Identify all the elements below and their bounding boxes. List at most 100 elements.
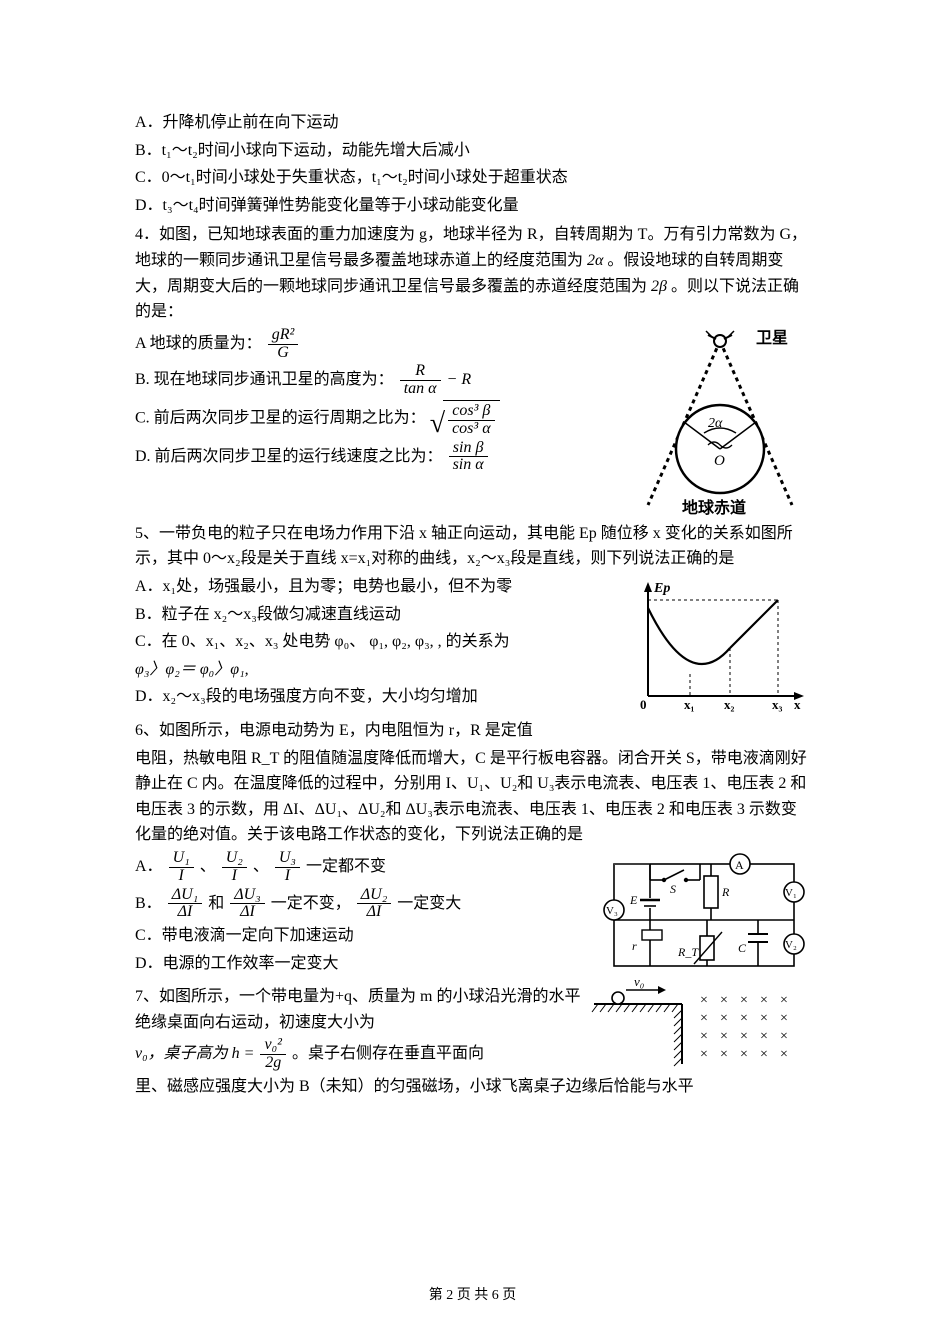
q3-opt-b: B．t₁～t₂时间小球向下运动，动能先增大后减小 (135, 138, 810, 164)
frac-num: ΔU₂ (357, 887, 392, 905)
frac-u3-i: U₃ I (275, 850, 300, 885)
frac-num: U₃ (275, 850, 300, 868)
q4-alpha: 2α (587, 252, 603, 269)
q7-figure: v₀ ××××× ××××× ××××× ××××× (590, 980, 810, 1070)
frac-du2-di: ΔU₂ ΔI (357, 887, 392, 922)
frac-den: sin α (449, 457, 488, 474)
q6-opt-d: D．电源的工作效率一定变大 (135, 951, 600, 977)
q7-stem2-pre: v₀，桌子高为 (135, 1045, 232, 1062)
sqrt-body: cos³ β cos³ α (443, 400, 500, 438)
frac-u1-i: U₁ I (169, 850, 194, 885)
fig-label-a: A (735, 858, 744, 872)
svg-text:×: × (700, 993, 708, 1008)
frac-den: tan α (400, 381, 441, 398)
q4-opt-b: B. 现在地球同步通讯卫星的高度为： R tan α − R (135, 363, 630, 398)
q5-opt-c-rel: φ₃〉φ₂＝ φ₀〉φ₁, (135, 657, 630, 683)
q5-options: A．x₁处，场强最小，且为零；电势也最小，但不为零 B．粒子在 x₂～x₃段做匀… (135, 574, 630, 712)
q5-figure: Ep 0 x₁ x₂ x₃ x (630, 574, 810, 714)
q7-stem2: v₀，桌子高为 h = v₀² 2g 。桌子右侧存在垂直平面向 (135, 1037, 590, 1072)
q7-stem2-eq: h = (232, 1045, 259, 1062)
q4-opt-a: A 地球的质量为： gR² G (135, 327, 630, 362)
fig-label-r-res: R (721, 885, 730, 899)
page-footer: 第 2 页 共 6 页 (0, 1285, 945, 1307)
q6-opt-b: B． ΔU₁ ΔI 和 ΔU₃ ΔI 一定不变， ΔU₂ ΔI 一定变大 (135, 887, 600, 922)
fig-label-satellite: 卫星 (756, 329, 788, 347)
q5-opt-a: A．x₁处，场强最小，且为零；电势也最小，但不为零 (135, 574, 630, 600)
frac-u2-i: U₂ I (222, 850, 247, 885)
frac-num: U₁ (169, 850, 194, 868)
fig-label-o: O (714, 453, 725, 469)
q4-options: A 地球的质量为： gR² G B. 现在地球同步通讯卫星的高度为： R tan… (135, 327, 630, 476)
q3-opt-c: C．0～t₁时间小球处于失重状态，t₁～t₂时间小球处于超重状态 (135, 165, 810, 191)
q7-stem1: 7、如图所示，一个带电量为+q、质量为 m 的小球沿光滑的水平绝缘桌面向右运动，… (135, 984, 590, 1035)
ep-x-graph: Ep 0 x₁ x₂ x₃ x (630, 574, 810, 714)
frac-den: I (222, 868, 247, 885)
svg-text:×: × (760, 1047, 768, 1062)
q7-stem3: 里、磁感应强度大小为 B（未知）的匀强磁场，小球飞离桌子边缘后恰能与水平 (135, 1074, 810, 1100)
q4-opt-c: C. 前后两次同步卫星的运行周期之比为： √ cos³ β cos³ α (135, 400, 630, 438)
fig-label-0: 0 (640, 697, 647, 712)
q4-opt-c-frac: cos³ β cos³ α (448, 403, 495, 438)
fig-label-equator: 地球赤道 (682, 498, 746, 517)
svg-text:×: × (780, 1011, 788, 1026)
q7-row: 7、如图所示，一个带电量为+q、质量为 m 的小球沿光滑的水平绝缘桌面向右运动，… (135, 980, 810, 1074)
fig-label-angle: 2α (708, 416, 723, 431)
q6-options: A． U₁ I 、 U₂ I 、 U₃ I 一定都不变 B． (135, 850, 600, 978)
q6-stem2: 电阻，热敏电阻 R_T 的阻值随温度降低而增大，C 是平行板电容器。闭合开关 S… (135, 746, 810, 848)
frac-num: v₀² (260, 1037, 285, 1055)
svg-text:×: × (720, 993, 728, 1008)
svg-text:×: × (700, 1029, 708, 1044)
frac-du3-di: ΔU₃ ΔI (230, 887, 265, 922)
frac-den: I (169, 868, 194, 885)
q7-text: 7、如图所示，一个带电量为+q、质量为 m 的小球沿光滑的水平绝缘桌面向右运动，… (135, 980, 590, 1074)
q4-row: A 地球的质量为： gR² G B. 现在地球同步通讯卫星的高度为： R tan… (135, 327, 810, 517)
svg-text:×: × (720, 1029, 728, 1044)
svg-text:×: × (780, 993, 788, 1008)
q7-stem2-post: 。桌子右侧存在垂直平面向 (292, 1045, 484, 1062)
table-bfield-diagram: v₀ ××××× ××××× ××××× ××××× (590, 980, 810, 1070)
svg-text:×: × (700, 1011, 708, 1026)
q5-opt-c-pre: C．在 0、x₁、x₂、x₃ 处电势 φ₀、 φ₁, φ₂, φ₃, , 的关系… (135, 629, 630, 655)
q6-opt-b-pre: B． (135, 894, 162, 911)
frac-num: R (400, 363, 441, 381)
q6-row: A． U₁ I 、 U₂ I 、 U₃ I 一定都不变 B． (135, 850, 810, 980)
fig-label-x2: x₂ (724, 697, 735, 712)
q5-opt-d: D．x₂～x₃段的电场强度方向不变，大小均匀增加 (135, 684, 630, 710)
frac-num: ΔU₁ (168, 887, 203, 905)
frac-num: sin β (449, 440, 488, 458)
q4-stem: 4．如图，已知地球表面的重力加速度为 g，地球半径为 R，自转周期为 T。万有引… (135, 222, 810, 324)
svg-text:×: × (740, 1011, 748, 1026)
sqrt-wrap: √ cos³ β cos³ α (430, 400, 500, 438)
frac-num: U₂ (222, 850, 247, 868)
sep-b1: 和 (208, 894, 228, 911)
q4-opt-b-frac: R tan α (400, 363, 441, 398)
fig-label-v1: V₁ (785, 887, 797, 899)
fig-label-c: C (738, 941, 747, 955)
frac-num: cos³ β (448, 403, 495, 421)
frac-du1-di: ΔU₁ ΔI (168, 887, 203, 922)
frac-den: ΔI (168, 904, 203, 921)
sep-b2: 一定不变， (271, 894, 351, 911)
fig-label-e: E (629, 893, 638, 907)
circuit-diagram: A S R V₃ (600, 850, 810, 980)
fig-label-r-int: r (632, 939, 637, 953)
svg-text:×: × (720, 1011, 728, 1026)
fig-label-v0: v₀ (634, 980, 644, 989)
q6-stem1: 6、如图所示，电源电动势为 E，内电阻恒为 r，R 是定值 (135, 718, 810, 744)
svg-text:×: × (780, 1047, 788, 1062)
frac-num: ΔU₃ (230, 887, 265, 905)
fig-label-x3: x₃ (772, 697, 783, 712)
q4-opt-d-frac: sin β sin α (449, 440, 488, 475)
sep-1: 、 (200, 858, 216, 875)
q5-opt-b: B．粒子在 x₂～x₃段做匀减速直线运动 (135, 602, 630, 628)
frac-num: gR² (268, 327, 299, 345)
q4-opt-a-pre: A 地球的质量为： (135, 335, 262, 352)
frac-den: ΔI (357, 904, 392, 921)
q4-opt-b-pre: B. 现在地球同步通讯卫星的高度为： (135, 371, 394, 388)
q4-opt-d-pre: D. 前后两次同步卫星的运行线速度之比为： (135, 448, 443, 465)
svg-text:×: × (780, 1029, 788, 1044)
q6-opt-c: C．带电液滴一定向下加速运动 (135, 923, 600, 949)
q6-figure: A S R V₃ (600, 850, 810, 980)
q3-opt-d: D．t₃～t₄时间弹簧弹性势能变化量等于小球动能变化量 (135, 193, 810, 219)
q7-h-frac: v₀² 2g (260, 1037, 285, 1072)
